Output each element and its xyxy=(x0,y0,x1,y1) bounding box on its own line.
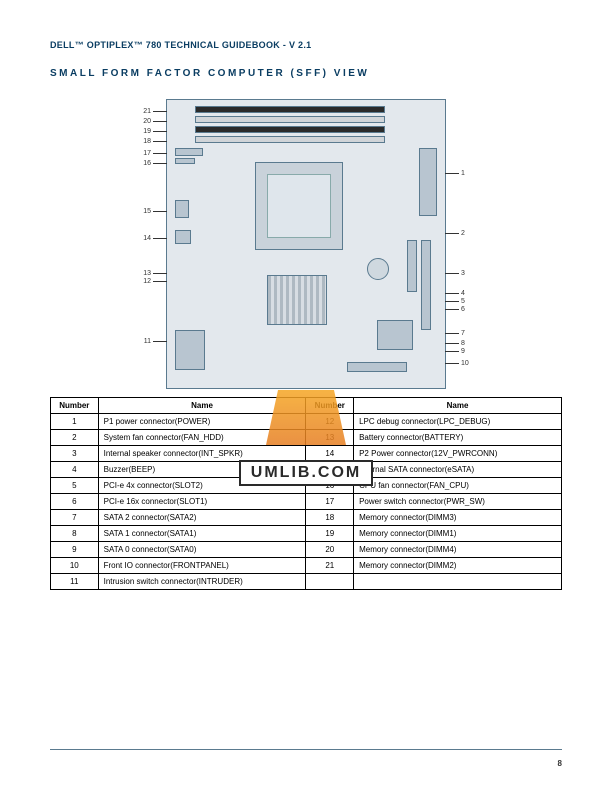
table-cell: P1 power connector(POWER) xyxy=(98,414,306,430)
callout-label: 9 xyxy=(445,348,467,355)
table-row: 10Front IO connector(FRONTPANEL)21Memory… xyxy=(51,558,562,574)
table-cell: SATA 2 connector(SATA2) xyxy=(98,510,306,526)
col-header: Name xyxy=(354,398,562,414)
table-cell: 20 xyxy=(306,542,354,558)
callout-label: 2 xyxy=(445,230,467,237)
table-row: 9SATA 0 connector(SATA0)20Memory connect… xyxy=(51,542,562,558)
table-row: 1P1 power connector(POWER)12LPC debug co… xyxy=(51,414,562,430)
col-header: Number xyxy=(306,398,354,414)
table-cell: 4 xyxy=(51,462,99,478)
table-cell: 13 xyxy=(306,430,354,446)
table-cell: SATA 0 connector(SATA0) xyxy=(98,542,306,558)
callout-label: 12 xyxy=(141,278,167,285)
table-cell: 16 xyxy=(306,478,354,494)
table-cell: 15 xyxy=(306,462,354,478)
table-cell: Intrusion switch connector(INTRUDER) xyxy=(98,574,306,590)
callout-label: 19 xyxy=(141,128,167,135)
callout-label: 17 xyxy=(141,150,167,157)
table-row: 7SATA 2 connector(SATA2)18Memory connect… xyxy=(51,510,562,526)
table-cell: 17 xyxy=(306,494,354,510)
callout-label: 3 xyxy=(445,270,467,277)
callout-label: 10 xyxy=(445,360,471,367)
callout-label: 14 xyxy=(141,235,167,242)
table-row: 3Internal speaker connector(INT_SPKR)14P… xyxy=(51,446,562,462)
table-cell: 1 xyxy=(51,414,99,430)
table-cell: PCI-e 4x connector(SLOT2) xyxy=(98,478,306,494)
table-cell: 5 xyxy=(51,478,99,494)
table-cell: 11 xyxy=(51,574,99,590)
connector-table: Number Name Number Name 1P1 power connec… xyxy=(50,397,562,590)
table-cell: Memory connector(DIMM1) xyxy=(354,526,562,542)
callout-label: 13 xyxy=(141,270,167,277)
table-cell: Internal SATA connector(eSATA) xyxy=(354,462,562,478)
table-cell: Battery connector(BATTERY) xyxy=(354,430,562,446)
table-cell: 14 xyxy=(306,446,354,462)
table-cell: 9 xyxy=(51,542,99,558)
table-cell: Memory connector(DIMM4) xyxy=(354,542,562,558)
table-cell: LPC debug connector(LPC_DEBUG) xyxy=(354,414,562,430)
table-cell: 8 xyxy=(51,526,99,542)
board-outline: 212019181716151413121112345678910 xyxy=(166,99,446,389)
table-row: 8SATA 1 connector(SATA1)19Memory connect… xyxy=(51,526,562,542)
table-cell: P2 Power connector(12V_PWRCONN) xyxy=(354,446,562,462)
callout-label: 16 xyxy=(141,160,167,167)
table-cell xyxy=(354,574,562,590)
table-cell: Internal speaker connector(INT_SPKR) xyxy=(98,446,306,462)
table-cell: 2 xyxy=(51,430,99,446)
table-cell: Buzzer(BEEP) xyxy=(98,462,306,478)
table-row: 5PCI-e 4x connector(SLOT2)16CPU fan conn… xyxy=(51,478,562,494)
callout-label: 1 xyxy=(445,170,467,177)
table-cell: PCI-e 16x connector(SLOT1) xyxy=(98,494,306,510)
page-number: 8 xyxy=(558,759,562,768)
col-header: Name xyxy=(98,398,306,414)
table-cell xyxy=(306,574,354,590)
table-cell: System fan connector(FAN_HDD) xyxy=(98,430,306,446)
table-cell: 7 xyxy=(51,510,99,526)
footer-divider xyxy=(50,749,562,750)
motherboard-diagram: 212019181716151413121112345678910 xyxy=(136,99,476,389)
table-cell: Memory connector(DIMM3) xyxy=(354,510,562,526)
table-cell: 6 xyxy=(51,494,99,510)
callout-label: 7 xyxy=(445,330,467,337)
table-cell: SATA 1 connector(SATA1) xyxy=(98,526,306,542)
callout-label: 15 xyxy=(141,208,167,215)
table-cell: 21 xyxy=(306,558,354,574)
table-cell: Power switch connector(PWR_SW) xyxy=(354,494,562,510)
callout-label: 11 xyxy=(142,338,167,345)
table-cell: 18 xyxy=(306,510,354,526)
table-cell: 12 xyxy=(306,414,354,430)
table-row: 4Buzzer(BEEP)15Internal SATA connector(e… xyxy=(51,462,562,478)
section-title: SMALL FORM FACTOR COMPUTER (SFF) VIEW xyxy=(50,68,562,79)
table-row: 2System fan connector(FAN_HDD)13Battery … xyxy=(51,430,562,446)
col-header: Number xyxy=(51,398,99,414)
table-header-row: Number Name Number Name xyxy=(51,398,562,414)
table-cell: Front IO connector(FRONTPANEL) xyxy=(98,558,306,574)
callout-label: 18 xyxy=(141,138,167,145)
callout-label: 6 xyxy=(445,306,467,313)
table-cell: 10 xyxy=(51,558,99,574)
table-row: 11Intrusion switch connector(INTRUDER) xyxy=(51,574,562,590)
callout-label: 20 xyxy=(141,118,167,125)
callout-label: 21 xyxy=(141,108,167,115)
table-cell: CPU fan connector(FAN_CPU) xyxy=(354,478,562,494)
doc-header: DELL™ OPTIPLEX™ 780 TECHNICAL GUIDEBOOK … xyxy=(50,40,562,50)
table-row: 6PCI-e 16x connector(SLOT1)17Power switc… xyxy=(51,494,562,510)
callout-label: 5 xyxy=(445,298,467,305)
callout-label: 4 xyxy=(445,290,467,297)
table-cell: 19 xyxy=(306,526,354,542)
table-cell: 3 xyxy=(51,446,99,462)
callout-label: 8 xyxy=(445,340,467,347)
table-cell: Memory connector(DIMM2) xyxy=(354,558,562,574)
